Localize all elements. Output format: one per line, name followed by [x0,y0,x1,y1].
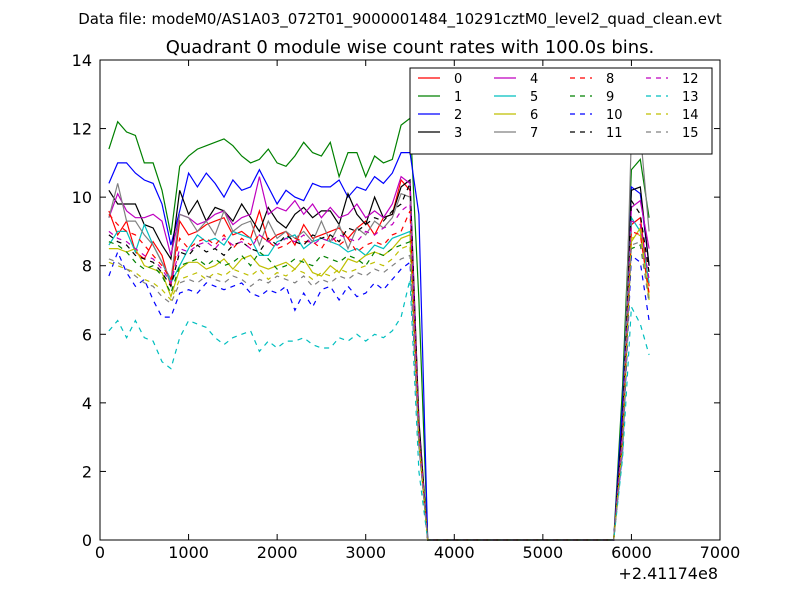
series-line-11 [108,183,650,541]
y-tick-label: 2 [82,462,92,481]
series-line-10 [108,250,650,541]
y-tick-label: 4 [82,394,92,413]
x-tick-label: 6000 [611,543,652,562]
series-line-15 [108,240,650,541]
legend-label-10: 10 [606,108,623,123]
x-tick-label: 0 [95,543,105,562]
y-tick-label: 0 [82,531,92,550]
legend-label-4: 4 [530,72,538,87]
legend-label-8: 8 [606,72,614,87]
x-tick-label: 3000 [345,543,386,562]
x-tick-label: 1000 [168,543,209,562]
x-tick-label: 2000 [257,543,298,562]
y-tick-label: 14 [72,51,92,70]
legend-label-1: 1 [454,90,462,105]
x-tick-label: 4000 [434,543,475,562]
chart-title: Quadrant 0 module wise count rates with … [166,37,655,58]
legend-label-5: 5 [530,90,538,105]
legend-box [409,67,713,155]
figure-suptitle: Data file: modeM0/AS1A03_072T01_90000014… [78,10,722,29]
legend-label-11: 11 [606,126,623,141]
legend-label-14: 14 [682,108,699,123]
legend-label-2: 2 [454,108,462,123]
legend-label-0: 0 [454,72,462,87]
legend-label-3: 3 [454,126,462,141]
legend-label-9: 9 [606,90,614,105]
y-tick-label: 12 [72,120,92,139]
x-tick-label: 5000 [522,543,563,562]
y-tick-label: 10 [72,188,92,207]
legend-label-13: 13 [682,90,699,105]
y-tick-label: 8 [82,257,92,276]
legend-label-7: 7 [530,126,538,141]
x-tick-label: 7000 [700,543,741,562]
legend-label-12: 12 [682,72,699,87]
x-axis-ticks: 0 1000 2000 3000 4000 5000 6000 7000 [95,60,740,562]
axes-frame [99,59,721,541]
legend-label-15: 15 [682,126,699,141]
series-line-12 [108,202,650,541]
legend-label-6: 6 [530,108,538,123]
x-axis-offset-label: +2.41174e8 [618,564,718,583]
y-tick-label: 6 [82,325,92,344]
